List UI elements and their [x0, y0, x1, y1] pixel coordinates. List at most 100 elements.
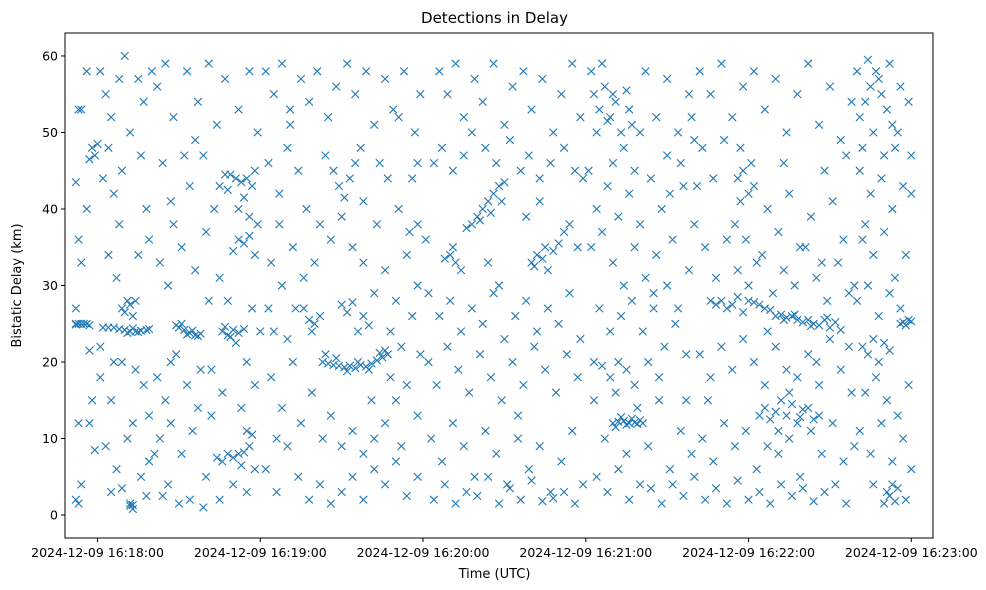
data-point-marker [370, 434, 379, 443]
data-point-marker [766, 499, 775, 508]
data-point-marker [215, 273, 224, 283]
data-point-marker [115, 74, 124, 84]
data-point-marker [448, 243, 458, 252]
data-point-marker [245, 67, 254, 76]
data-point-marker [643, 357, 653, 367]
data-point-marker [101, 90, 110, 99]
data-point-marker [323, 359, 333, 368]
data-point-marker [776, 480, 786, 489]
data-point-marker [144, 411, 154, 420]
data-point-marker [752, 464, 761, 474]
data-point-marker [614, 212, 623, 221]
data-point-marker [348, 298, 357, 307]
data-point-marker [370, 288, 379, 298]
data-point-marker [394, 112, 403, 122]
data-point-marker [709, 174, 718, 183]
data-point-marker [709, 457, 718, 466]
data-point-marker [600, 82, 609, 91]
data-point-marker [774, 227, 783, 237]
data-point-marker [283, 441, 292, 451]
data-point-marker [847, 388, 856, 397]
data-point-marker [760, 105, 770, 114]
data-point-marker [226, 170, 235, 179]
data-point-marker [294, 472, 303, 481]
data-point-marker [473, 212, 482, 221]
data-point-marker [193, 403, 203, 413]
x-tick-label: 2024-12-09 16:21:00 [519, 545, 652, 560]
data-point-marker [521, 296, 531, 305]
data-point-marker [451, 59, 460, 68]
data-point-marker [342, 59, 352, 68]
data-point-marker [481, 426, 490, 436]
data-point-marker [90, 151, 100, 160]
data-point-marker [771, 74, 780, 84]
data-point-marker [242, 357, 251, 367]
data-point-marker [104, 250, 113, 260]
data-point-marker [329, 166, 338, 175]
data-point-marker [679, 491, 688, 501]
data-point-marker [161, 396, 170, 405]
data-point-marker [535, 441, 544, 451]
data-point-marker [505, 484, 515, 493]
data-point-marker [733, 476, 742, 485]
data-point-marker [733, 266, 742, 275]
data-point-marker [191, 266, 200, 275]
data-point-marker [771, 342, 780, 351]
y-tick-label: 40 [42, 201, 58, 216]
data-point-marker [367, 396, 376, 405]
data-point-marker [671, 319, 680, 328]
data-point-marker [565, 220, 574, 229]
data-point-marker [684, 90, 694, 99]
data-point-marker [304, 97, 314, 107]
data-point-marker [429, 495, 439, 504]
data-point-marker [855, 166, 864, 175]
data-point-marker [554, 319, 563, 328]
data-point-marker [437, 457, 447, 466]
data-point-marker [269, 90, 279, 99]
y-tick-label: 60 [42, 48, 58, 63]
data-point-marker [869, 334, 878, 344]
data-point-marker [576, 112, 585, 122]
data-point-marker [907, 464, 916, 474]
data-point-marker [315, 480, 325, 489]
data-point-marker [443, 342, 452, 351]
data-point-marker [771, 311, 780, 321]
data-point-marker [310, 258, 319, 267]
data-point-marker [435, 67, 444, 76]
data-point-marker [706, 373, 715, 382]
data-point-marker [858, 143, 867, 152]
data-point-marker [871, 373, 881, 382]
data-point-marker [353, 327, 363, 336]
data-point-marker [676, 426, 685, 436]
data-point-marker [250, 380, 260, 390]
data-point-marker [738, 334, 748, 344]
data-point-marker [353, 357, 363, 367]
data-point-marker [182, 330, 192, 339]
data-point-marker [372, 356, 382, 365]
data-point-marker [576, 334, 585, 344]
data-point-marker [220, 322, 230, 332]
data-point-marker [483, 472, 493, 481]
data-point-marker [587, 243, 596, 252]
data-point-marker [215, 181, 224, 191]
data-point-marker [239, 193, 249, 202]
data-point-marker [79, 319, 89, 328]
data-point-marker [256, 327, 265, 336]
data-point-marker [578, 174, 588, 183]
data-point-marker [120, 308, 129, 317]
data-point-marker [901, 250, 911, 260]
data-point-marker [616, 311, 626, 321]
data-point-marker [635, 220, 645, 229]
data-point-marker [180, 151, 189, 160]
data-point-marker [375, 348, 384, 358]
data-point-marker [144, 235, 154, 244]
data-point-marker [782, 128, 791, 137]
data-point-marker [662, 281, 672, 290]
data-point-marker [888, 457, 897, 466]
data-point-marker [898, 181, 908, 191]
data-point-marker [459, 151, 468, 160]
data-point-marker [733, 174, 742, 183]
x-tick-label: 2024-12-09 16:19:00 [194, 545, 327, 560]
data-point-marker [125, 300, 135, 309]
data-point-marker [760, 304, 770, 313]
